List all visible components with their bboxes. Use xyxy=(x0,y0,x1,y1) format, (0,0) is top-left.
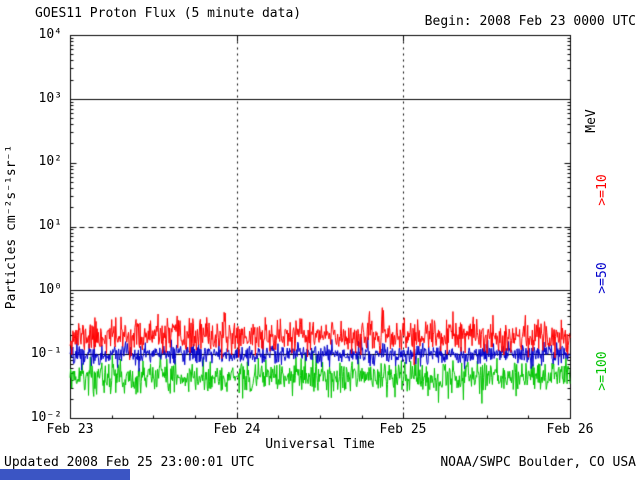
y-tick-label: 10⁰ xyxy=(38,282,62,297)
bottom-left-blue-bar xyxy=(0,469,130,480)
begin-time-label: Begin: 2008 Feb 23 0000 UTC xyxy=(424,14,636,29)
x-tick-label: Feb 26 xyxy=(546,422,594,437)
x-tick-label: Feb 24 xyxy=(213,422,261,437)
y-tick-label: 10² xyxy=(38,154,62,169)
y-axis-label: Particles cm⁻²s⁻¹sr⁻¹ xyxy=(4,144,19,310)
right-axis-unit-label: MeV xyxy=(584,109,599,133)
source-credit: NOAA/SWPC Boulder, CO USA xyxy=(440,455,636,470)
x-tick-label: Feb 23 xyxy=(46,422,94,437)
series-label-ge10: >=10 xyxy=(595,174,610,206)
y-tick-label: 10⁴ xyxy=(38,27,62,42)
updated-timestamp: Updated 2008 Feb 25 23:00:01 UTC xyxy=(4,455,255,470)
series-label-ge50: >=50 xyxy=(595,262,610,294)
chart-title: GOES11 Proton Flux (5 minute data) xyxy=(35,6,302,21)
y-tick-label: 10³ xyxy=(38,91,62,106)
y-tick-label: 10⁻¹ xyxy=(30,346,62,361)
x-axis-label: Universal Time xyxy=(265,437,375,452)
x-tick-label: Feb 25 xyxy=(379,422,427,437)
series-label-ge100: >=100 xyxy=(595,351,610,391)
y-tick-label: 10¹ xyxy=(38,218,62,233)
y-tick-label: 10⁻² xyxy=(30,410,62,425)
